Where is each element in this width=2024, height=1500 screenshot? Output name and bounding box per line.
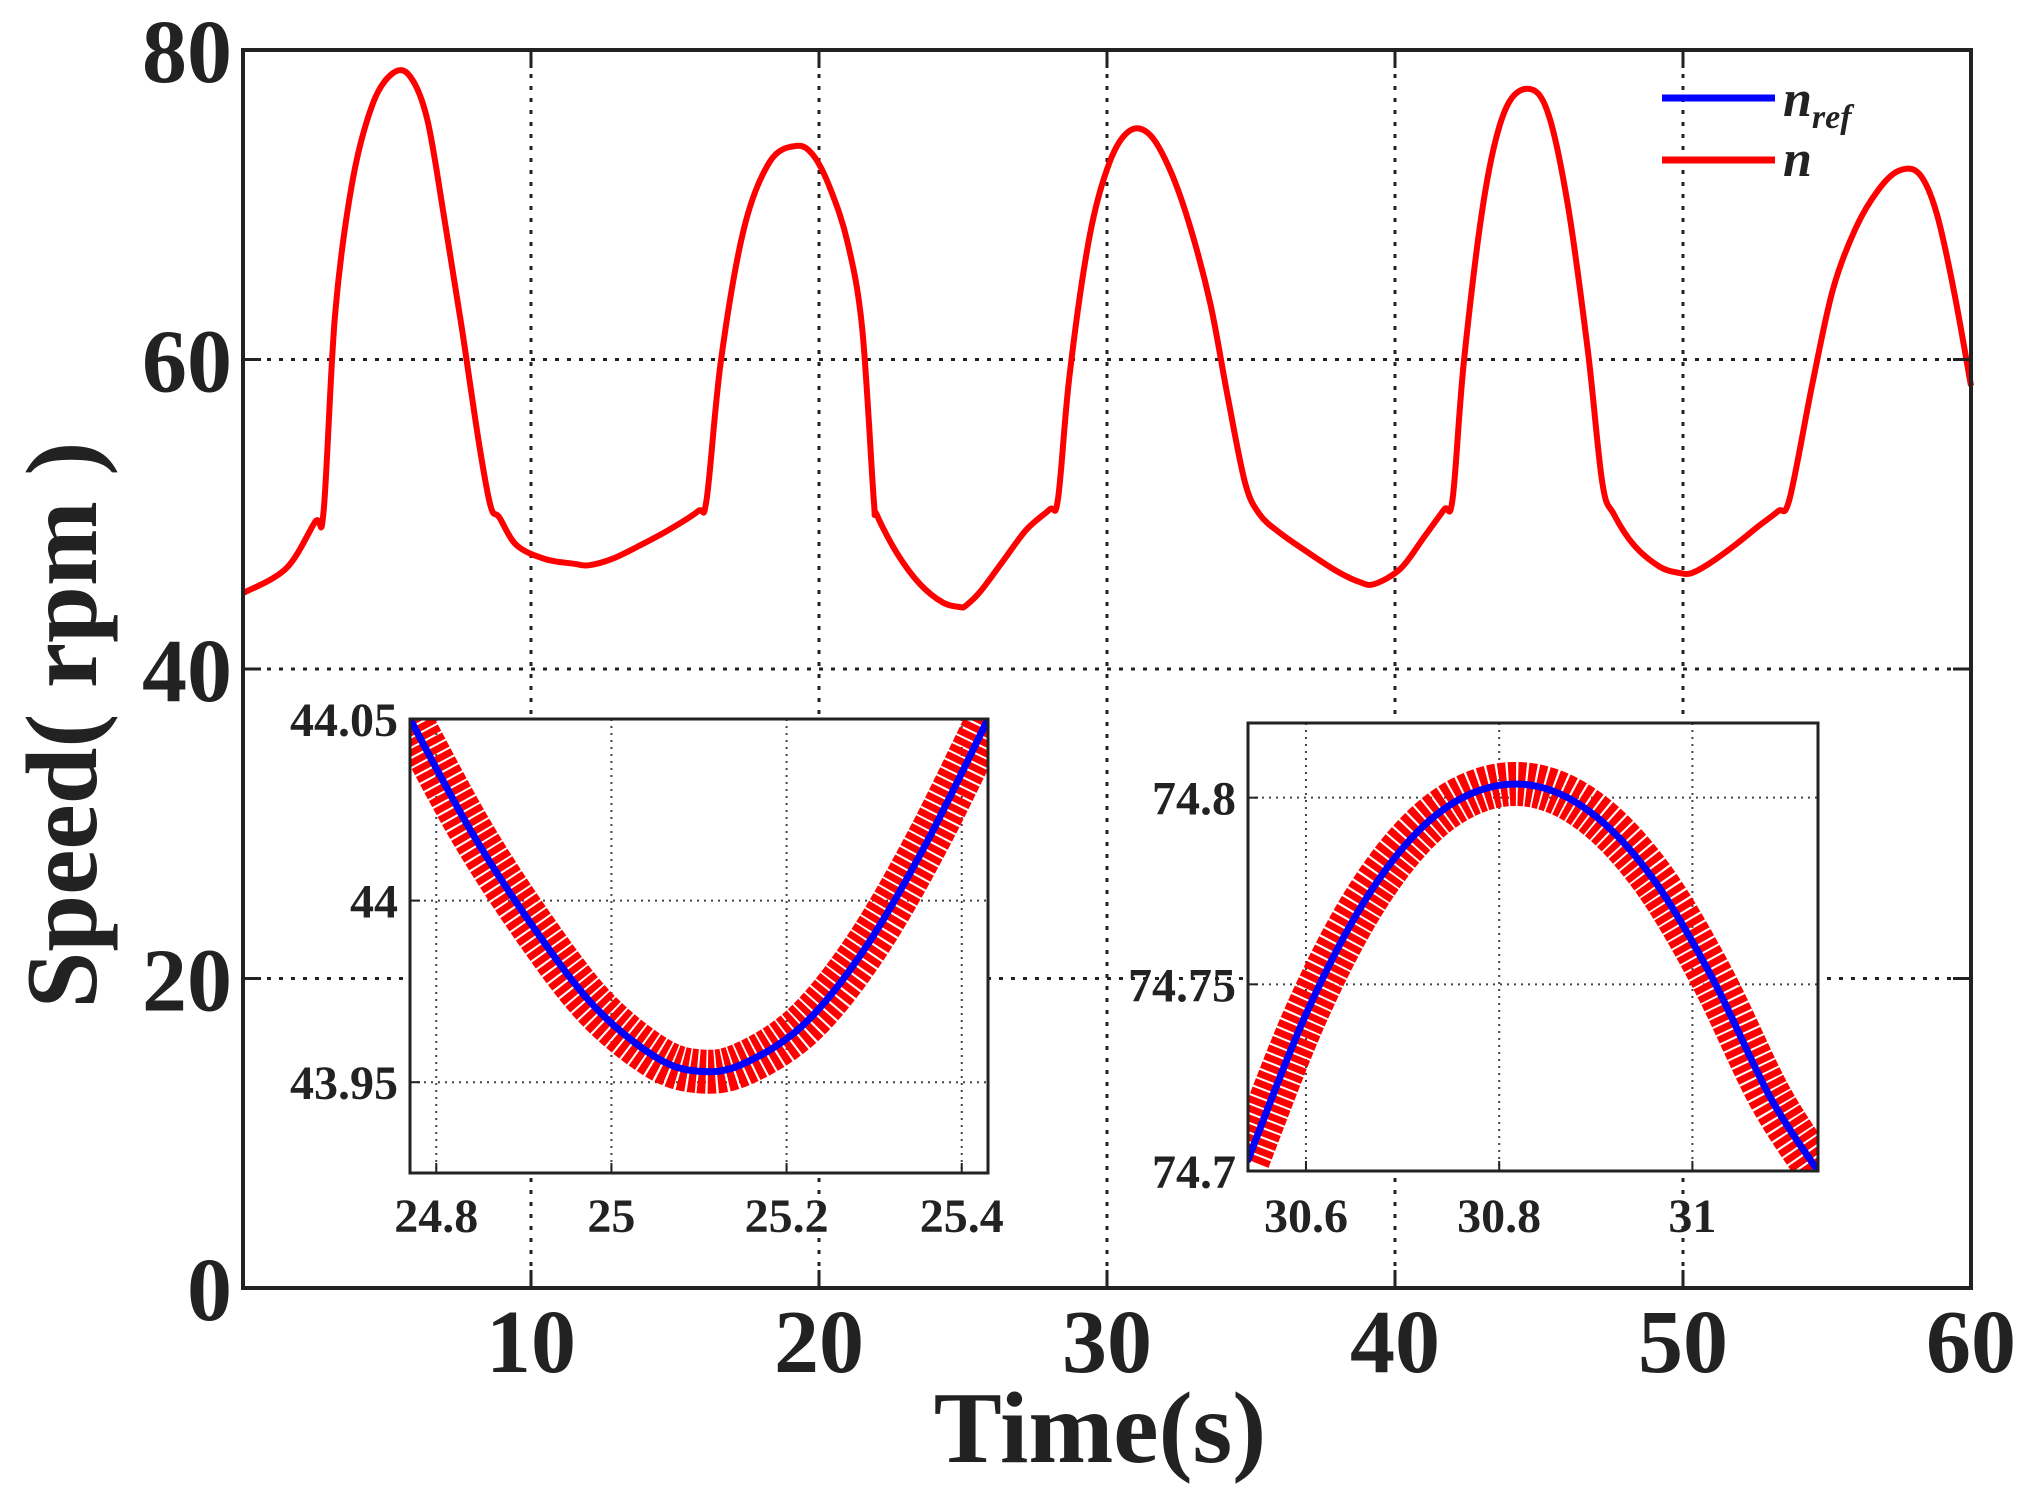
y-tick-label: 40 [142,622,232,721]
legend-label-nref: nref [1783,71,1855,136]
inset-x-tick-label: 25.2 [745,1190,829,1243]
inset1-series [410,719,988,1094]
inset1-ticklabels: 24.8 25 25.2 25.4 43.95 44 44.05 [290,694,1004,1243]
x-tick-label: 60 [1926,1293,2016,1392]
inset-y-tick-label: 44.05 [290,694,398,747]
legend-label-n: n [1783,131,1812,188]
x-axis-label: Time(s) [934,1372,1266,1485]
x-tick-label: 20 [774,1293,864,1392]
inset-y-tick-label: 74.7 [1152,1146,1236,1199]
legend: nref n [1662,71,1855,188]
inset-series-n_ref [410,719,988,1076]
legend-label-nref-sub: ref [1812,99,1855,136]
inset-x-tick-label: 24.8 [394,1190,478,1243]
inset-x-tick-label: 30.6 [1264,1190,1348,1243]
x-tick-label: 40 [1350,1293,1440,1392]
x-tick-label: 10 [486,1293,576,1392]
y-axis-label: Speed( rpm ) [6,442,119,1009]
y-tick-label: 80 [142,3,232,102]
inset-x-tick-label: 25 [587,1190,635,1243]
inset-y-tick-label: 43.95 [290,1057,398,1110]
y-tick-label: 20 [142,932,232,1031]
inset-x-tick-label: 31 [1668,1190,1716,1243]
inset-x-tick-label: 30.8 [1457,1190,1541,1243]
inset-y-tick-label: 74.8 [1152,773,1236,826]
inset2-background [1248,723,1818,1171]
y-tick-label: 60 [142,313,232,412]
series-line-n [241,67,1974,611]
inset2-ticklabels: 30.6 30.8 31 74.7 74.75 74.8 [1128,773,1716,1243]
x-tick-label: 50 [1638,1293,1728,1392]
inset-y-tick-label: 44 [350,876,398,929]
inset2-series [1248,761,1818,1171]
inset-series-n_ref [1248,780,1818,1171]
main-series [241,67,1974,611]
inset-x-tick-label: 25.4 [920,1190,1004,1243]
main-ticklabels: 10 20 30 40 50 60 0 20 40 60 80 [142,3,2016,1392]
inset1-background [410,719,988,1173]
x-tick-label: 30 [1062,1293,1152,1392]
main-ticks [243,48,1973,1290]
inset2-frame [1246,721,1820,1173]
legend-label-nref-main: n [1783,71,1812,128]
y-tick-label: 0 [187,1241,232,1340]
inset1-frame [408,717,990,1175]
inset-y-tick-label: 74.75 [1128,959,1236,1012]
